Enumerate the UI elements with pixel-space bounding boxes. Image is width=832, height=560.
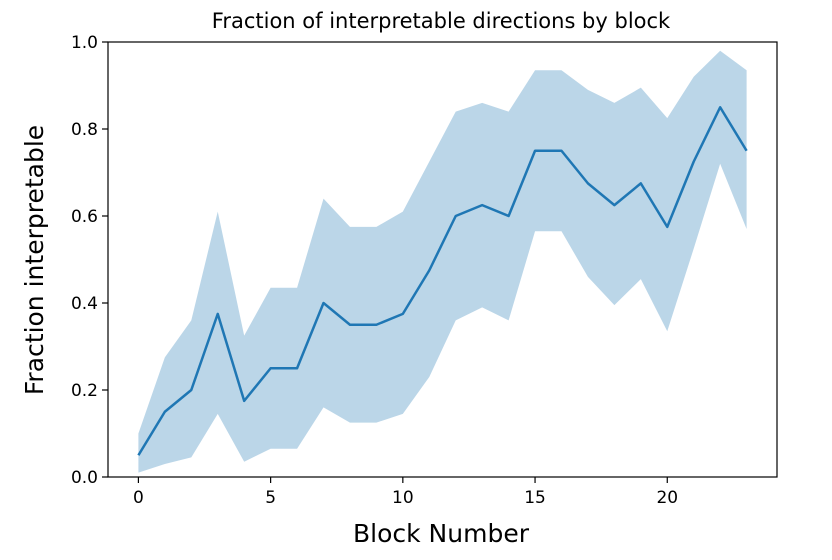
chart-title: Fraction of interpretable directions by …: [212, 9, 671, 33]
confidence-band: [138, 50, 747, 473]
data-point: [428, 269, 430, 271]
data-point: [507, 215, 509, 217]
y-tick-label: 0.6: [71, 207, 98, 227]
data-point: [745, 150, 747, 152]
y-tick-label: 0.8: [71, 120, 98, 140]
data-point: [481, 204, 483, 206]
axes-frame: [107, 41, 778, 478]
data-point: [534, 150, 536, 152]
data-point: [322, 302, 324, 304]
data-point: [137, 454, 139, 456]
x-tick-label: 5: [265, 488, 276, 508]
data-point: [296, 367, 298, 369]
data-point: [375, 324, 377, 326]
y-tick-label: 1.0: [71, 33, 98, 53]
data-point: [560, 150, 562, 152]
x-tick-label: 20: [656, 488, 678, 508]
x-tick-label: 15: [524, 488, 546, 508]
x-tick-label: 0: [133, 488, 144, 508]
data-point: [613, 204, 615, 206]
x-tick-label: 10: [392, 488, 414, 508]
data-point: [269, 367, 271, 369]
data-point: [640, 182, 642, 184]
series-line: [137, 106, 748, 456]
data-point: [243, 400, 245, 402]
data-point: [666, 226, 668, 228]
x-axis-label: Block Number: [353, 519, 530, 548]
y-tick-label: 0.0: [71, 468, 98, 488]
data-point: [455, 215, 457, 217]
data-point: [693, 160, 695, 162]
data-point: [164, 411, 166, 413]
y-tick-label: 0.4: [71, 294, 98, 314]
data-point: [349, 324, 351, 326]
data-point: [217, 313, 219, 315]
data-point: [719, 106, 721, 108]
data-point: [587, 182, 589, 184]
data-point: [190, 389, 192, 391]
data-point: [402, 313, 404, 315]
plot-area: 0 5 10 15 20 0.0 0.2 0.4 0.6 0.8 1.0: [71, 33, 778, 508]
y-tick-label: 0.2: [71, 381, 98, 401]
y-axis-label: Fraction interpretable: [20, 125, 49, 395]
